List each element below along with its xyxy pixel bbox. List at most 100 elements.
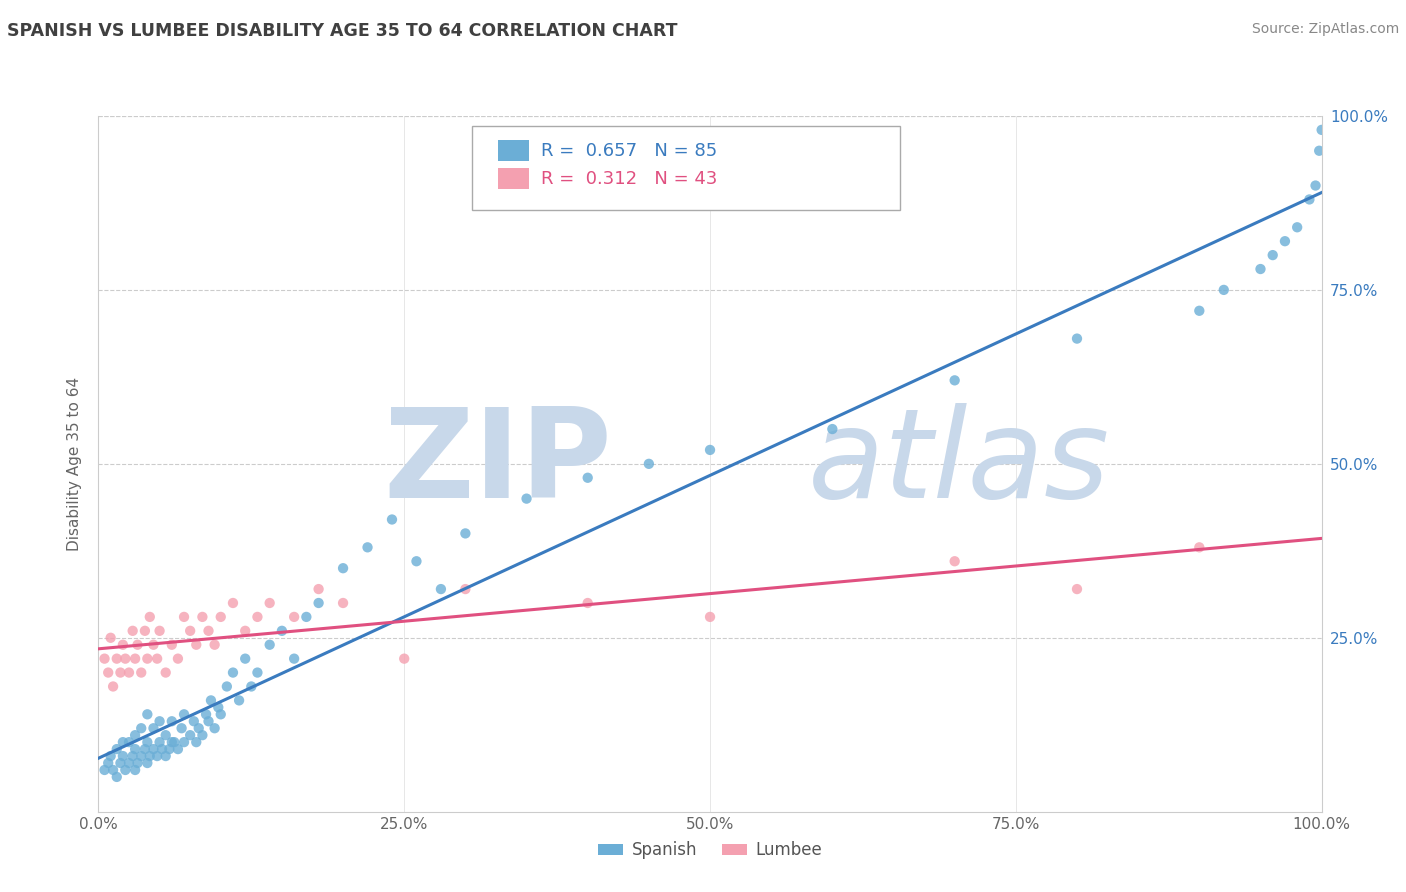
Point <box>136 735 159 749</box>
Point <box>259 596 281 610</box>
Point <box>129 749 152 764</box>
Text: R =  0.657   N = 85: R = 0.657 N = 85 <box>541 142 717 160</box>
Point <box>1308 144 1330 158</box>
Point <box>93 763 115 777</box>
Point <box>111 735 134 749</box>
Point <box>139 610 162 624</box>
Point <box>139 749 162 764</box>
Point <box>97 665 120 680</box>
Point <box>1212 283 1234 297</box>
Point <box>209 707 232 722</box>
Y-axis label: Disability Age 35 to 64: Disability Age 35 to 64 <box>67 376 83 551</box>
Point <box>270 624 294 638</box>
Point <box>381 512 404 526</box>
Point <box>167 651 190 665</box>
Point <box>233 651 256 665</box>
Point <box>121 749 143 764</box>
Point <box>127 756 149 770</box>
Point <box>129 721 152 735</box>
Point <box>191 728 214 742</box>
Point <box>105 651 128 665</box>
Point <box>134 742 156 756</box>
Point <box>228 693 250 707</box>
Point <box>576 596 599 610</box>
Point <box>515 491 537 506</box>
Point <box>127 638 149 652</box>
Point <box>821 422 844 436</box>
Point <box>160 714 183 729</box>
Point <box>183 714 205 729</box>
Point <box>1305 178 1327 193</box>
Point <box>332 596 354 610</box>
Point <box>430 582 453 596</box>
Point <box>105 770 128 784</box>
Text: Source: ZipAtlas.com: Source: ZipAtlas.com <box>1251 22 1399 37</box>
Point <box>1274 234 1296 248</box>
Point <box>124 728 146 742</box>
Point <box>105 742 128 756</box>
Point <box>195 707 218 722</box>
Point <box>136 756 159 770</box>
Point <box>1066 332 1088 346</box>
Point <box>240 680 263 694</box>
Point <box>149 735 172 749</box>
Point <box>197 624 219 638</box>
Point <box>1249 262 1271 277</box>
Point <box>233 624 256 638</box>
Point <box>134 624 156 638</box>
FancyBboxPatch shape <box>498 169 529 189</box>
Point <box>167 742 190 756</box>
Point <box>136 651 159 665</box>
Point <box>1261 248 1284 262</box>
Text: R =  0.312   N = 43: R = 0.312 N = 43 <box>541 169 717 187</box>
Point <box>101 763 124 777</box>
Point <box>283 651 305 665</box>
Point <box>1286 220 1309 235</box>
Point <box>124 742 146 756</box>
Point <box>100 631 122 645</box>
FancyBboxPatch shape <box>498 140 529 161</box>
Point <box>332 561 354 575</box>
Point <box>186 638 208 652</box>
Point <box>308 582 330 596</box>
Point <box>454 582 477 596</box>
Point <box>392 651 416 665</box>
Text: ZIP: ZIP <box>384 403 612 524</box>
Point <box>155 728 177 742</box>
Point <box>118 665 141 680</box>
Point <box>155 749 177 764</box>
Point <box>157 742 180 756</box>
Point <box>124 763 146 777</box>
Point <box>110 756 132 770</box>
Point <box>1298 193 1320 207</box>
Point <box>146 749 169 764</box>
Point <box>149 624 172 638</box>
Point <box>200 693 222 707</box>
Text: SPANISH VS LUMBEE DISABILITY AGE 35 TO 64 CORRELATION CHART: SPANISH VS LUMBEE DISABILITY AGE 35 TO 6… <box>7 22 678 40</box>
Point <box>179 624 201 638</box>
Point <box>405 554 427 568</box>
Point <box>638 457 661 471</box>
Point <box>124 651 146 665</box>
Point <box>943 554 966 568</box>
Point <box>129 665 152 680</box>
Text: atlas: atlas <box>808 403 1109 524</box>
Point <box>163 735 186 749</box>
Point <box>283 610 305 624</box>
Point <box>204 721 226 735</box>
Point <box>1188 303 1211 318</box>
Point <box>173 735 195 749</box>
Point <box>97 756 120 770</box>
Point <box>1066 582 1088 596</box>
Point <box>93 651 115 665</box>
Point <box>1310 123 1333 137</box>
Point <box>101 680 124 694</box>
Point <box>179 728 201 742</box>
Point <box>1188 541 1211 555</box>
Point <box>160 638 183 652</box>
Legend: Spanish, Lumbee: Spanish, Lumbee <box>592 835 828 866</box>
Point <box>150 742 173 756</box>
Point <box>160 735 183 749</box>
Point <box>699 442 721 457</box>
Point <box>110 665 132 680</box>
